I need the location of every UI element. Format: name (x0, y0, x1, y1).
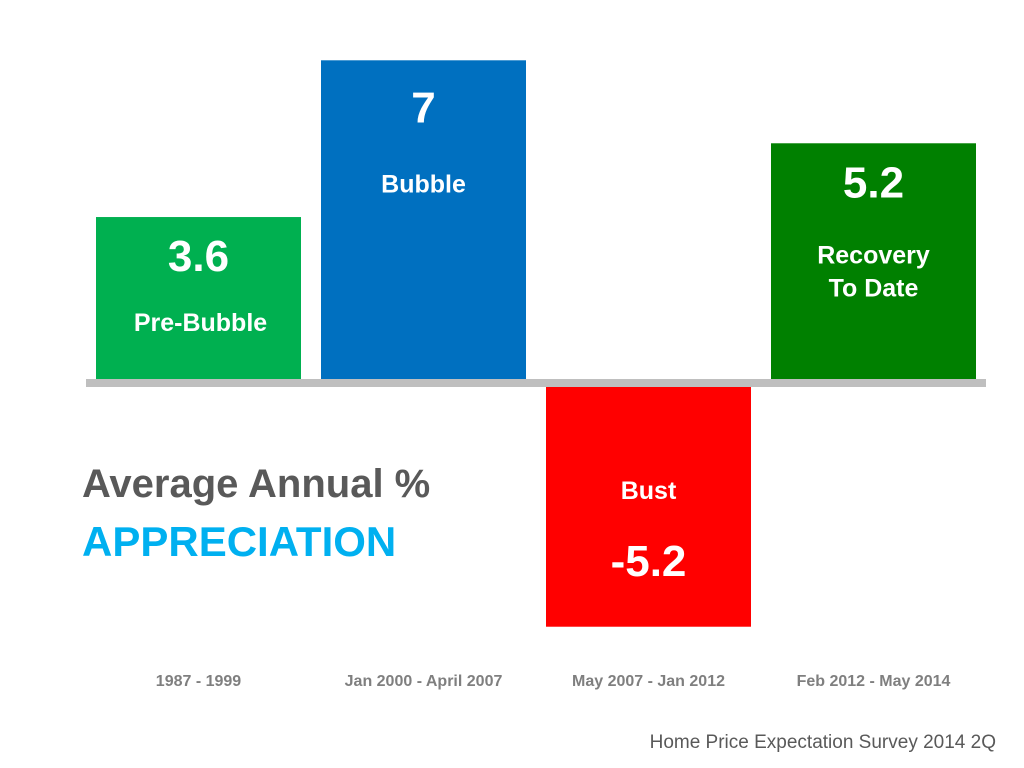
bar-name-1: Bubble (381, 170, 466, 198)
category-label-3: Feb 2012 - May 2014 (797, 673, 951, 690)
category-label-2: May 2007 - Jan 2012 (572, 673, 725, 690)
value-label-3: 5.2 (843, 158, 904, 207)
bar-1 (321, 60, 526, 384)
bar-3 (771, 143, 976, 383)
bar-name-3: To Date (829, 274, 919, 302)
chart-title-line2: APPRECIATION (82, 518, 397, 565)
value-label-1: 7 (411, 83, 435, 132)
baseline-axis (86, 379, 986, 387)
value-label-2: -5.2 (611, 537, 687, 586)
source-note: Home Price Expectation Survey 2014 2Q (649, 732, 996, 753)
value-label-0: 3.6 (168, 232, 229, 281)
bar-name-3: Recovery (817, 241, 930, 269)
bar-2 (546, 387, 751, 627)
chart-title-line1: Average Annual % (82, 462, 431, 506)
bar-name-2: Bust (621, 477, 677, 505)
bar-0 (96, 217, 301, 383)
bar-name-0: Pre-Bubble (134, 309, 267, 337)
category-label-1: Jan 2000 - April 2007 (345, 673, 503, 690)
category-label-0: 1987 - 1999 (156, 673, 242, 690)
